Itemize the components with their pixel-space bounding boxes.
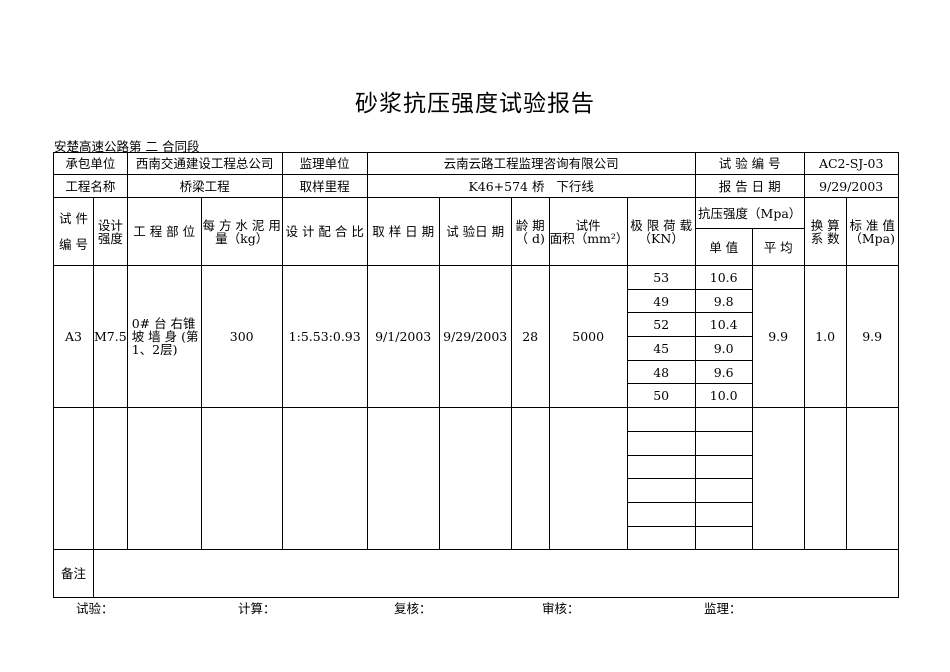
footer-review: 复核： [394, 601, 432, 616]
cell-design-strength [93, 407, 128, 551]
cell-load: 49 [626, 288, 696, 314]
cell-standard [845, 407, 899, 551]
cell-single: 9.0 [694, 336, 753, 361]
header-average: 平 均 [751, 228, 805, 266]
footer-test: 试验： [76, 601, 114, 616]
footer-audit: 审核： [542, 601, 580, 616]
cell-load [626, 478, 696, 503]
cell-single: 10.0 [694, 383, 753, 409]
cell-single [694, 454, 753, 480]
table-row [54, 430, 899, 456]
table-row: A3 M7.5 0# 台 右锥 坡 墙 身 (第1、2层) 300 1:5.53:0.9… [53, 264, 899, 409]
header-single: 单 值 [694, 228, 753, 266]
cell-test-date [438, 407, 512, 551]
header-area: 试件 面积（mm²） [548, 197, 628, 266]
contract-section: 安楚高速公路第二合同段 [54, 136, 200, 155]
test-no-label: 试 验 编 号 [694, 152, 805, 175]
remarks-value[interactable] [93, 549, 899, 599]
header-test-date: 试 验日 期 [438, 197, 512, 266]
cell-sample-date: 9/1/2003 [366, 264, 440, 409]
cell-part: 0# 台 右锥 坡 墙 身 (第1、2层) [126, 264, 202, 409]
cell-load [626, 454, 696, 480]
header-factor: 换 算 系 数 [803, 197, 847, 266]
cell-single [694, 501, 753, 527]
cell-single [694, 430, 753, 456]
page-title: 砂浆抗压强度试验报告 [355, 91, 595, 117]
cell-sample-date [366, 407, 440, 551]
table-row: 52 10.4 [54, 312, 899, 338]
cell-load: 48 [626, 359, 696, 385]
cell-age: 28 [510, 264, 550, 409]
table-row [54, 478, 899, 503]
cell-single: 9.6 [694, 359, 753, 385]
mileage-value: K46+574 桥 下行线 [366, 174, 696, 198]
table-row: 50 10.0 [54, 383, 899, 409]
cell-load [626, 525, 696, 551]
cell-mix-ratio: 1:5.53:0.93 [281, 264, 368, 409]
cell-load: 50 [626, 383, 696, 409]
cell-single [694, 407, 753, 432]
cell-standard: 9.9 [845, 264, 899, 409]
supervisor-value: 云南云路工程监理咨询有限公司 [366, 152, 696, 175]
header-load: 极 限 荷 载（KN） [626, 197, 696, 266]
table-row [54, 454, 899, 480]
cell-factor: 1.0 [803, 264, 847, 409]
table-row: 49 9.8 [54, 288, 899, 314]
table-row: 48 9.6 [54, 359, 899, 385]
cell-single: 9.8 [694, 288, 753, 314]
table-row [53, 407, 899, 551]
mileage-label: 取样里程 [281, 174, 368, 198]
test-no-value: AC2-SJ-03 [803, 152, 899, 175]
project-label: 工程名称 [53, 174, 128, 198]
cell-single: 10.6 [694, 265, 753, 290]
cell-area: 5000 [548, 264, 628, 409]
report-date-value: 9/29/2003 [803, 174, 899, 198]
cell-age [510, 407, 550, 551]
header-age: 龄 期（ d) [510, 197, 550, 266]
footer-calc: 计算： [238, 601, 276, 616]
cell-cement [200, 407, 283, 551]
footer-supervise: 监理： [704, 601, 742, 616]
header-sample-date: 取 样 日 期 [366, 197, 440, 266]
project-value: 桥梁工程 [126, 174, 283, 198]
header-design-strength: 设计 强度 [93, 197, 128, 266]
cell-avg [751, 407, 805, 551]
table-row: 45 9.0 [54, 336, 899, 361]
report-date-label: 报 告 日 期 [694, 174, 805, 198]
contractor-value: 西南交通建设工程总公司 [126, 152, 283, 175]
contractor-label: 承包单位 [53, 152, 128, 175]
cell-specimen-no [53, 407, 94, 551]
report-table: 承包单位 西南交通建设工程总公司 监理单位 云南云路工程监理咨询有限公司 试 验… [53, 152, 899, 599]
header-specimen-no: 试 件 编 号 [53, 197, 94, 266]
cell-load [626, 501, 696, 527]
cell-single [694, 478, 753, 503]
cell-mix-ratio [281, 407, 368, 551]
cell-load [626, 407, 696, 432]
header-mix-ratio: 设 计 配 合 比 [281, 197, 368, 266]
header-standard: 标 准 值（Mpa) [845, 197, 899, 266]
cell-design-strength: M7.5 [93, 264, 128, 409]
cell-avg: 9.9 [751, 264, 805, 409]
cell-area [548, 407, 628, 551]
cell-specimen-no: A3 [53, 264, 94, 409]
section-number: 二 [145, 139, 159, 154]
header-cement: 每 方 水 泥 用 量（kg） [200, 197, 283, 266]
cell-cement: 300 [200, 264, 283, 409]
supervisor-label: 监理单位 [281, 152, 368, 175]
cell-factor [803, 407, 847, 551]
remarks-label: 备注 [53, 549, 94, 599]
cell-load: 53 [626, 265, 696, 290]
section-prefix: 安楚高速公路第 [54, 139, 142, 154]
cell-load: 52 [626, 312, 696, 338]
header-part: 工 程 部 位 [126, 197, 202, 266]
cell-single [694, 525, 753, 551]
section-suffix: 合同段 [162, 139, 200, 154]
header-strength: 抗压强度（Mpa） [694, 197, 805, 229]
cell-single: 10.4 [694, 312, 753, 338]
cell-load [626, 430, 696, 456]
cell-part [126, 407, 202, 551]
cell-test-date: 9/29/2003 [438, 264, 512, 409]
cell-load: 45 [626, 336, 696, 361]
